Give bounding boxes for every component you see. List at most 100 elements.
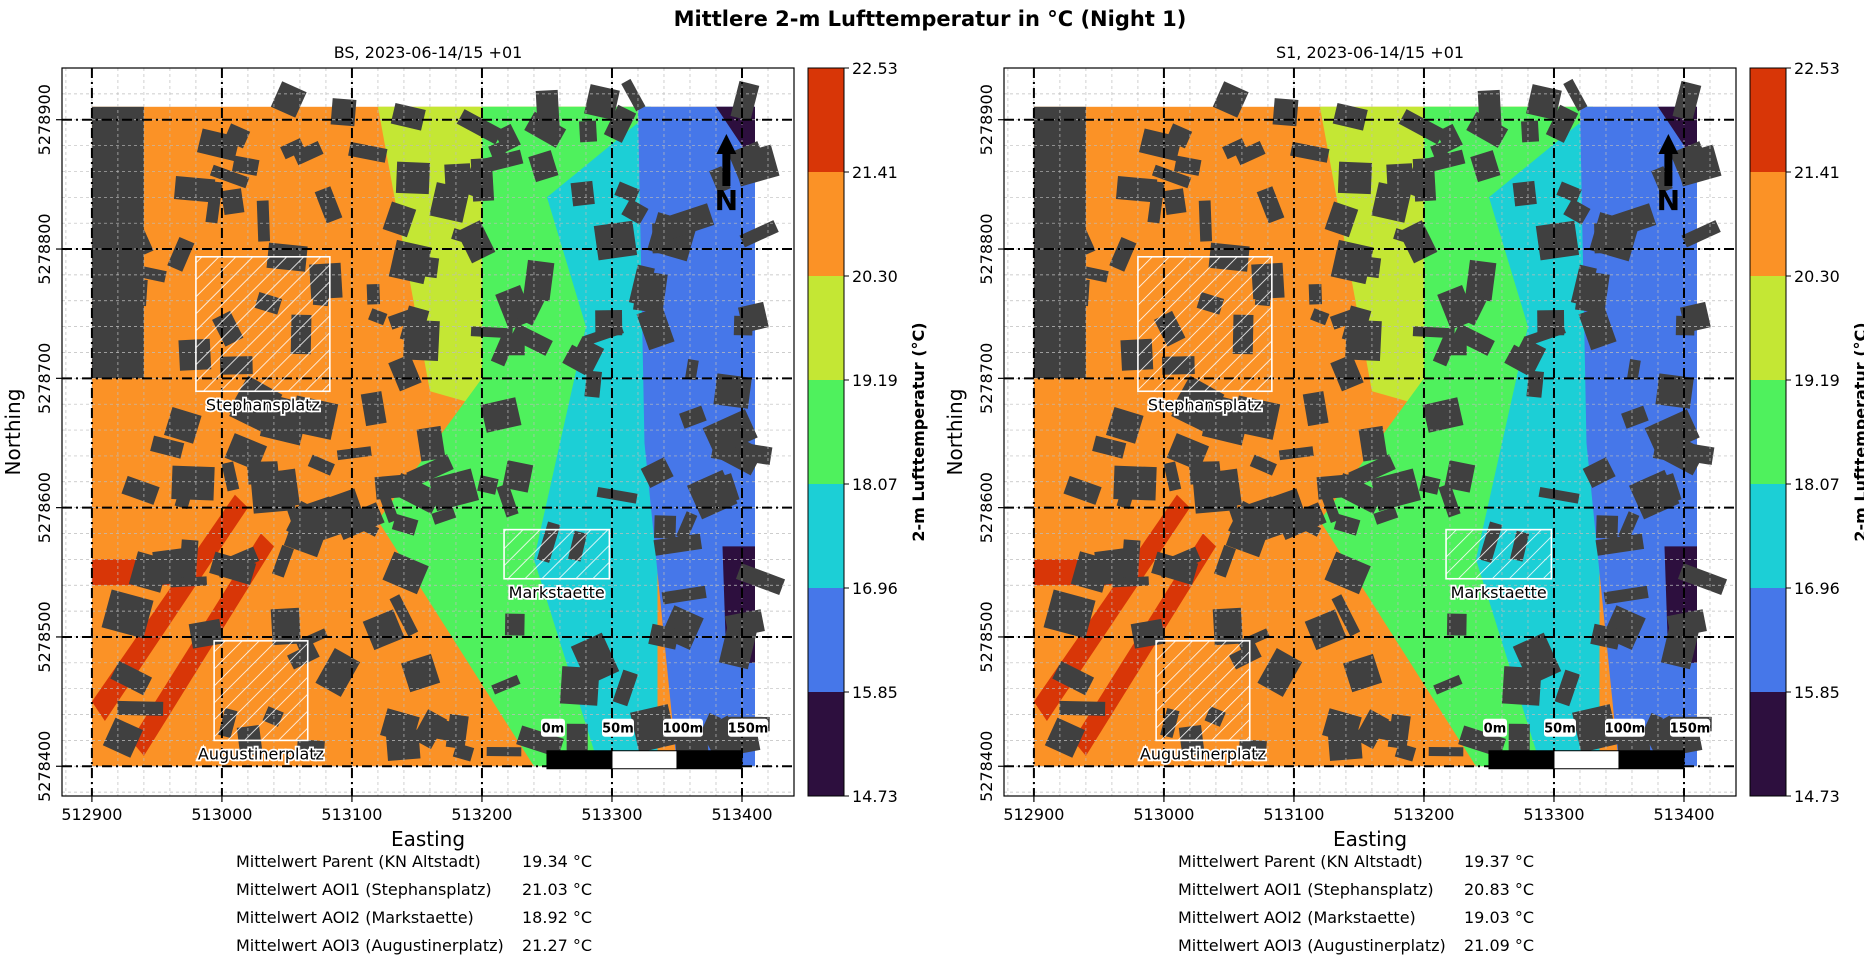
building	[1681, 220, 1721, 248]
x-tick-label: 513100	[1263, 805, 1324, 824]
building	[621, 198, 649, 225]
x-tick-label: 512900	[61, 805, 122, 824]
building	[1151, 164, 1192, 189]
aoi-box-markstaette	[1445, 528, 1553, 580]
building	[163, 406, 202, 444]
building	[684, 358, 699, 381]
building	[374, 474, 411, 500]
building	[1316, 474, 1353, 500]
colorbar-segment	[1750, 380, 1786, 484]
building	[1428, 746, 1464, 757]
colorbar-segment	[808, 276, 844, 380]
building	[314, 186, 343, 224]
stat-value: 18.92 °C	[522, 908, 593, 927]
building	[1398, 220, 1438, 264]
y-tick-label: 5278700	[35, 343, 54, 414]
building	[1621, 405, 1649, 429]
building	[1115, 176, 1158, 203]
building	[584, 84, 620, 121]
building	[292, 140, 324, 166]
building	[1278, 446, 1314, 461]
building	[1554, 669, 1580, 707]
hot-street	[1033, 494, 1190, 722]
building	[581, 323, 624, 347]
building	[1257, 648, 1303, 697]
building	[1563, 198, 1591, 225]
building	[736, 442, 773, 466]
building	[1618, 511, 1640, 541]
building	[1651, 166, 1673, 194]
building	[1677, 563, 1728, 596]
building	[676, 511, 698, 541]
building	[256, 200, 271, 242]
building	[1457, 291, 1488, 326]
scalebar-label-bg	[727, 718, 768, 737]
building	[515, 291, 546, 326]
building	[1626, 358, 1641, 381]
cool-zone	[715, 106, 755, 172]
scalebar-label: 150m	[728, 722, 769, 737]
building	[1466, 111, 1509, 148]
building	[728, 141, 769, 181]
building	[388, 239, 432, 285]
colorbar-frame	[1749, 67, 1787, 797]
cool-zone	[1475, 106, 1600, 767]
y-tick-label: 5278600	[35, 472, 54, 543]
building	[640, 457, 674, 488]
building	[1523, 323, 1566, 347]
north-arrow-icon	[1658, 134, 1679, 186]
aoi-box-augustinerplatz	[1155, 640, 1251, 742]
building	[395, 161, 431, 195]
building	[524, 111, 567, 148]
building	[516, 725, 564, 758]
map-panel-bs: Stephansplatz Markstaette Augustinerplatz 0…	[1, 43, 928, 851]
colorbar-tick-label: 19.19	[1794, 371, 1840, 390]
building	[1337, 161, 1373, 195]
aoi-label: Augustinerplatz	[1140, 744, 1266, 763]
building	[1304, 609, 1347, 651]
aoi-box-stephansplatz	[1137, 255, 1273, 393]
colorbar-segment	[1750, 692, 1786, 796]
plot-frame	[1003, 67, 1737, 797]
building	[593, 220, 638, 261]
building	[1465, 259, 1497, 302]
building	[150, 435, 185, 459]
building	[110, 660, 153, 696]
building	[1173, 155, 1202, 176]
building	[1371, 182, 1412, 223]
building	[1556, 181, 1582, 204]
building	[307, 454, 335, 476]
building	[1166, 433, 1210, 471]
building	[1341, 305, 1372, 345]
building	[416, 425, 446, 462]
building	[1324, 201, 1359, 238]
aoi-label: Markstaette	[509, 583, 605, 602]
building	[663, 203, 715, 240]
building	[1063, 475, 1102, 505]
building	[167, 236, 195, 272]
north-arrow-label: N	[715, 184, 738, 217]
y-tick-label: 5278900	[35, 84, 54, 155]
building	[1438, 483, 1461, 518]
building	[362, 609, 405, 651]
building	[347, 514, 380, 537]
building	[1212, 81, 1249, 118]
colorbar-tick-label: 18.07	[1794, 475, 1840, 494]
building	[1186, 389, 1207, 412]
building	[1538, 486, 1580, 504]
building	[1603, 585, 1649, 605]
building	[259, 399, 309, 446]
building	[456, 220, 496, 264]
building	[596, 486, 638, 504]
building	[174, 488, 193, 510]
building	[1521, 120, 1540, 143]
building	[286, 500, 316, 538]
building	[315, 648, 361, 697]
scalebar-segment	[1618, 750, 1685, 770]
building	[1109, 236, 1137, 272]
building	[1666, 609, 1707, 639]
scalebar-label-bg	[1604, 718, 1645, 737]
building	[612, 669, 638, 707]
building	[1327, 729, 1363, 761]
building	[1256, 186, 1285, 224]
